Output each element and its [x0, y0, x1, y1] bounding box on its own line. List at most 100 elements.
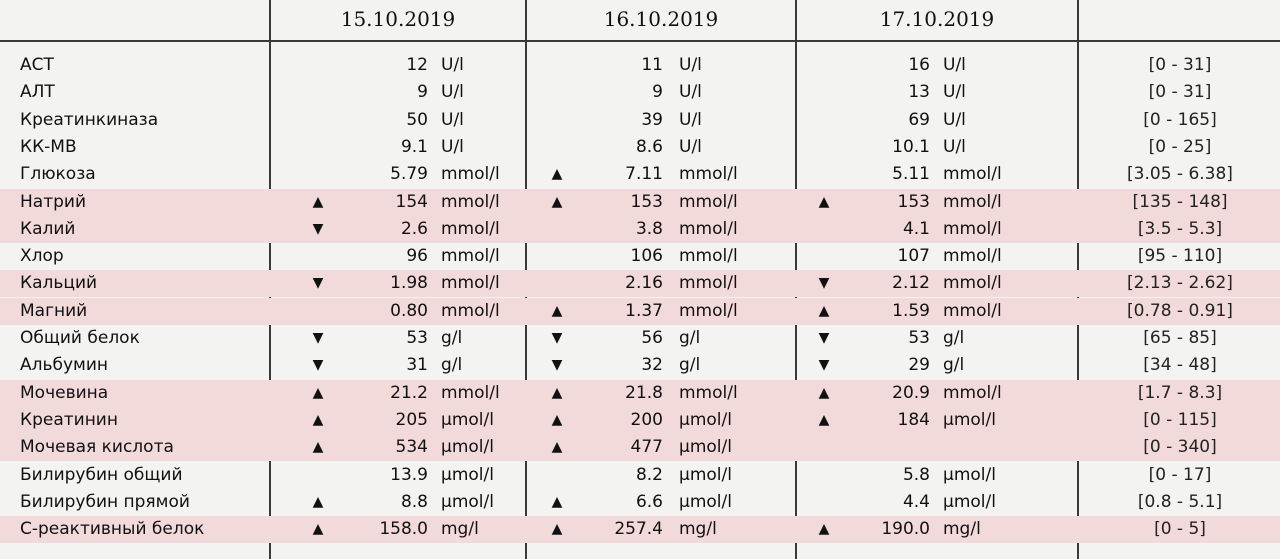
analyte-name: Билирубин прямой	[20, 492, 190, 512]
result-value: 39	[641, 110, 663, 130]
result-unit: mmol/l	[679, 301, 738, 321]
result-value: 2.16	[625, 273, 663, 293]
analyte-name: Натрий	[20, 192, 86, 212]
result-value: 1.59	[892, 301, 930, 321]
triangle-up-icon: ▲	[818, 385, 830, 401]
result-value: 6.6	[635, 492, 663, 512]
analyte-name: Билирубин общий	[20, 465, 183, 485]
result-value	[840, 434, 930, 461]
reference-range: [0 - 17]	[1148, 465, 1212, 485]
result-unit: U/l	[679, 55, 702, 75]
result-unit: μmol/l	[943, 410, 996, 430]
result-unit: mg/l	[441, 519, 479, 539]
result-value: 200	[630, 410, 663, 430]
triangle-up-icon: ▲	[551, 439, 563, 455]
triangle-down-icon: ▼	[312, 275, 324, 291]
result-unit: g/l	[943, 355, 965, 375]
reference-range: [3.5 - 5.3]	[1137, 219, 1223, 239]
result-unit: g/l	[441, 328, 463, 348]
table-row: Альбумин ▼ 31 g/l ▼ 32 g/l ▼ 29 g/l [34 - 48]	[0, 352, 1280, 379]
triangle-up-icon: ▲	[312, 494, 324, 510]
analyte-name: АСТ	[20, 55, 54, 75]
table-row: Мочевина ▲ 21.2 mmol/l ▲ 21.8 mmol/l ▲ 20.9 mmol/…	[0, 380, 1280, 407]
table-row: Мочевая кислота ▲ 534 μmol/l ▲ 477 μmol/l [0 - …	[0, 434, 1280, 461]
table-row: Хлор 96 mmol/l 106 mmol/l 107 mmol/l [95 - 110]	[0, 243, 1280, 270]
analyte-name: Калий	[20, 219, 76, 239]
analyte-name: С-реактивный белок	[20, 519, 205, 539]
result-value: 16	[908, 55, 930, 75]
result-unit: μmol/l	[441, 410, 494, 430]
result-value: 32	[641, 355, 663, 375]
result-value: 0.80	[390, 301, 428, 321]
result-unit: mmol/l	[679, 192, 738, 212]
analyte-name: Креатинкиназа	[20, 110, 159, 130]
result-unit: mmol/l	[441, 383, 500, 403]
triangle-up-icon: ▲	[312, 385, 324, 401]
table-row: АЛТ 9 U/l 9 U/l 13 U/l [0 - 31]	[0, 79, 1280, 106]
header-divider	[0, 40, 1280, 42]
result-value: 29	[908, 355, 930, 375]
result-unit: μmol/l	[943, 465, 996, 485]
result-value: 9	[652, 82, 663, 102]
table-row: АСТ 12 U/l 11 U/l 16 U/l [0 - 31]	[0, 52, 1280, 79]
triangle-up-icon: ▲	[312, 439, 324, 455]
result-unit: g/l	[943, 328, 965, 348]
result-value: 7.11	[625, 164, 663, 184]
result-unit: U/l	[943, 55, 966, 75]
date-header-1: 15.10.2019	[340, 7, 456, 31]
result-value: 8.8	[400, 492, 428, 512]
date-header-2: 16.10.2019	[603, 7, 719, 31]
result-unit: mmol/l	[441, 273, 500, 293]
reference-range: [0 - 31]	[1148, 55, 1212, 75]
table-row: Калий ▼ 2.6 mmol/l 3.8 mmol/l 4.1 mmol/l [3.5 - …	[0, 216, 1280, 243]
reference-range: [2.13 - 2.62]	[1127, 273, 1233, 293]
result-unit: mmol/l	[441, 246, 500, 266]
analyte-name: АЛТ	[20, 82, 55, 102]
analyte-name: Общий белок	[20, 328, 140, 348]
triangle-up-icon: ▲	[312, 412, 324, 428]
analyte-name: Кальций	[20, 273, 98, 293]
result-unit: mmol/l	[943, 273, 1002, 293]
reference-range: [0 - 5]	[1154, 519, 1206, 539]
table-row: Кальций ▼ 1.98 mmol/l 2.16 mmol/l ▼ 2.12 mmol/l […	[0, 270, 1280, 297]
result-value: 10.1	[892, 137, 930, 157]
analyte-name: Мочевина	[20, 383, 109, 403]
result-value: 2.12	[892, 273, 930, 293]
reference-range: [0 - 340]	[1143, 437, 1217, 457]
result-value: 53	[908, 328, 930, 348]
triangle-up-icon: ▲	[551, 166, 563, 182]
result-value: 9	[417, 82, 428, 102]
result-value: 11	[641, 55, 663, 75]
triangle-up-icon: ▲	[818, 194, 830, 210]
triangle-down-icon: ▼	[312, 330, 324, 346]
triangle-down-icon: ▼	[818, 357, 830, 373]
result-value: 5.11	[892, 164, 930, 184]
result-unit: U/l	[441, 110, 464, 130]
table-row: Общий белок ▼ 53 g/l ▼ 56 g/l ▼ 53 g/l [65 - 85]	[0, 325, 1280, 352]
result-unit: mg/l	[679, 519, 717, 539]
result-value: 2.6	[400, 219, 428, 239]
result-unit: g/l	[441, 355, 463, 375]
result-unit: mg/l	[943, 519, 981, 539]
table-row: Креатинкиназа 50 U/l 39 U/l 69 U/l [0 - 165]	[0, 107, 1280, 134]
triangle-up-icon: ▲	[818, 521, 830, 537]
result-value: 106	[630, 246, 663, 266]
result-value: 153	[630, 192, 663, 212]
reference-range: [0 - 165]	[1143, 110, 1217, 130]
result-unit: U/l	[679, 137, 702, 157]
date-header-3: 17.10.2019	[879, 7, 995, 31]
triangle-down-icon: ▼	[312, 357, 324, 373]
result-value: 154	[395, 192, 428, 212]
table-row: КК-МВ 9.1 U/l 8.6 U/l 10.1 U/l [0 - 25]	[0, 134, 1280, 161]
result-value: 9.1	[400, 137, 428, 157]
result-unit: μmol/l	[441, 437, 494, 457]
result-value: 8.2	[635, 465, 663, 485]
result-unit: μmol/l	[943, 492, 996, 512]
result-unit: mmol/l	[943, 219, 1002, 239]
result-unit: μmol/l	[441, 492, 494, 512]
result-value: 184	[897, 410, 930, 430]
result-unit: mmol/l	[441, 164, 500, 184]
result-unit: mmol/l	[679, 219, 738, 239]
result-value: 31	[406, 355, 428, 375]
analyte-name: Хлор	[20, 246, 64, 266]
